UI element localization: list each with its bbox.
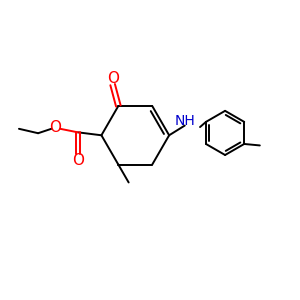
Text: O: O (49, 120, 61, 135)
Text: O: O (106, 70, 119, 86)
Text: O: O (72, 152, 84, 167)
Text: NH: NH (175, 114, 196, 128)
